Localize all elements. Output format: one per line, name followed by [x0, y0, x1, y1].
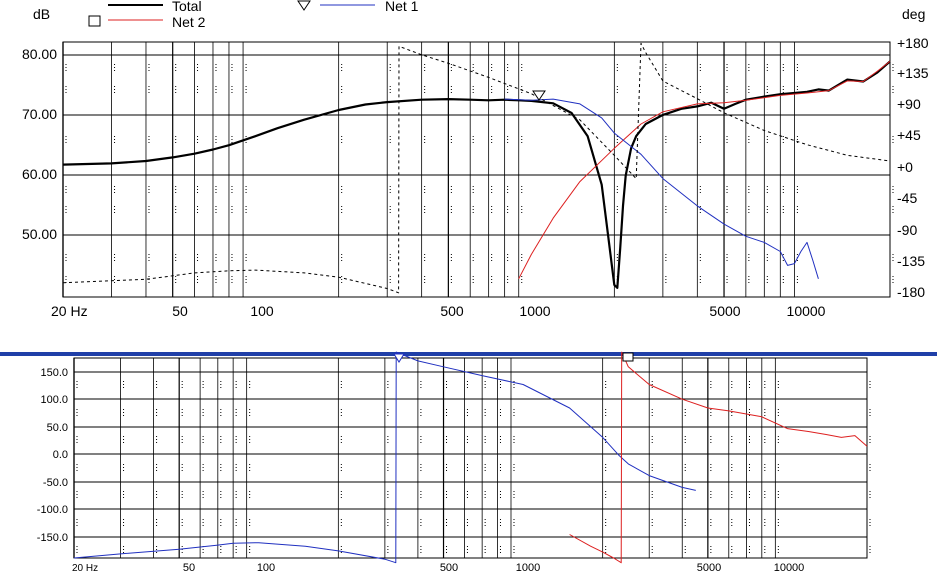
y2-tick-label: -90	[897, 222, 917, 238]
x-tick-label: 50	[172, 303, 188, 319]
x-tick-label: 20 Hz	[51, 303, 88, 319]
bottom-x-ticks: 20 Hz 50 100 500 1000 5000 10000	[72, 562, 804, 574]
x-tick-label: 10000	[787, 303, 826, 319]
net2-marker-icon	[622, 352, 634, 362]
y-tick-label: -100.0	[37, 504, 68, 516]
y2-tick-label: -45	[897, 190, 917, 206]
y-axis-unit-right: deg	[902, 6, 925, 22]
net2-square-marker-icon	[88, 15, 101, 27]
bottom-plot-frame	[73, 357, 868, 559]
y-axis-unit-left: dB	[33, 6, 50, 22]
net1-marker-icon	[532, 90, 546, 101]
net1-triangle-marker-icon	[297, 0, 311, 11]
pane-divider[interactable]	[0, 352, 937, 356]
series-phase-line	[62, 42, 891, 294]
top-y-ticks-right: +180 +135 +90 +45 +0 -45 -90 -135 -180	[897, 35, 929, 300]
y2-tick-label: -135	[897, 253, 925, 269]
x-tick-label: 500	[440, 303, 464, 319]
legend-net2-label: Net 2	[172, 14, 206, 30]
top-plot-frame	[62, 41, 891, 298]
top-y-ticks-left: 80.00 70.00 60.00 50.00	[22, 46, 57, 242]
y2-tick-label: +45	[897, 127, 921, 143]
y-tick-label: 150.0	[40, 367, 68, 379]
phase-net1-line	[73, 351, 696, 564]
top-plot-grid	[62, 42, 894, 297]
y2-tick-label: +135	[897, 65, 929, 81]
top-plot-series	[62, 42, 891, 294]
y-tick-label: 80.00	[22, 46, 57, 62]
y2-tick-label: -180	[897, 284, 925, 300]
top-x-ticks: 20 Hz 50 100 500 1000 5000 10000	[51, 303, 826, 319]
x-tick-label: 100	[250, 303, 274, 319]
x-tick-label: 10000	[774, 562, 805, 574]
y2-tick-label: +90	[897, 96, 921, 112]
series-net1-line	[504, 98, 819, 279]
y-tick-label: 60.00	[22, 166, 57, 182]
x-tick-label: 50	[183, 562, 195, 574]
bottom-plot-grid	[73, 358, 871, 558]
y-tick-label: -50.0	[43, 477, 68, 489]
y2-tick-label: +0	[897, 159, 913, 175]
legend-net1-label: Net 1	[385, 0, 419, 14]
legend: Total Net 2 Net 1	[88, 0, 419, 30]
y-tick-label: 0.0	[53, 449, 68, 461]
y-tick-label: -150.0	[37, 532, 68, 544]
y-tick-label: 50.0	[47, 422, 68, 434]
x-tick-label: 5000	[697, 562, 721, 574]
phase-net2-line	[569, 351, 868, 564]
net1-marker-icon	[393, 353, 405, 363]
x-tick-label: 5000	[709, 303, 740, 319]
y-tick-label: 50.00	[22, 226, 57, 242]
x-tick-label: 1000	[516, 562, 540, 574]
x-tick-label: 500	[440, 562, 458, 574]
x-tick-label: 20 Hz	[72, 563, 98, 574]
y2-tick-label: +180	[897, 35, 929, 51]
series-net2-line	[518, 61, 891, 280]
y-tick-label: 70.00	[22, 106, 57, 122]
series-total-line	[62, 60, 891, 289]
legend-total-label: Total	[172, 0, 202, 14]
y-tick-label: 100.0	[40, 394, 68, 406]
x-tick-label: 1000	[519, 303, 550, 319]
x-tick-label: 100	[257, 562, 275, 574]
bottom-y-ticks: 150.0 100.0 50.0 0.0 -50.0 -100.0 -150.0	[37, 367, 68, 544]
bottom-plot-series	[73, 351, 868, 564]
